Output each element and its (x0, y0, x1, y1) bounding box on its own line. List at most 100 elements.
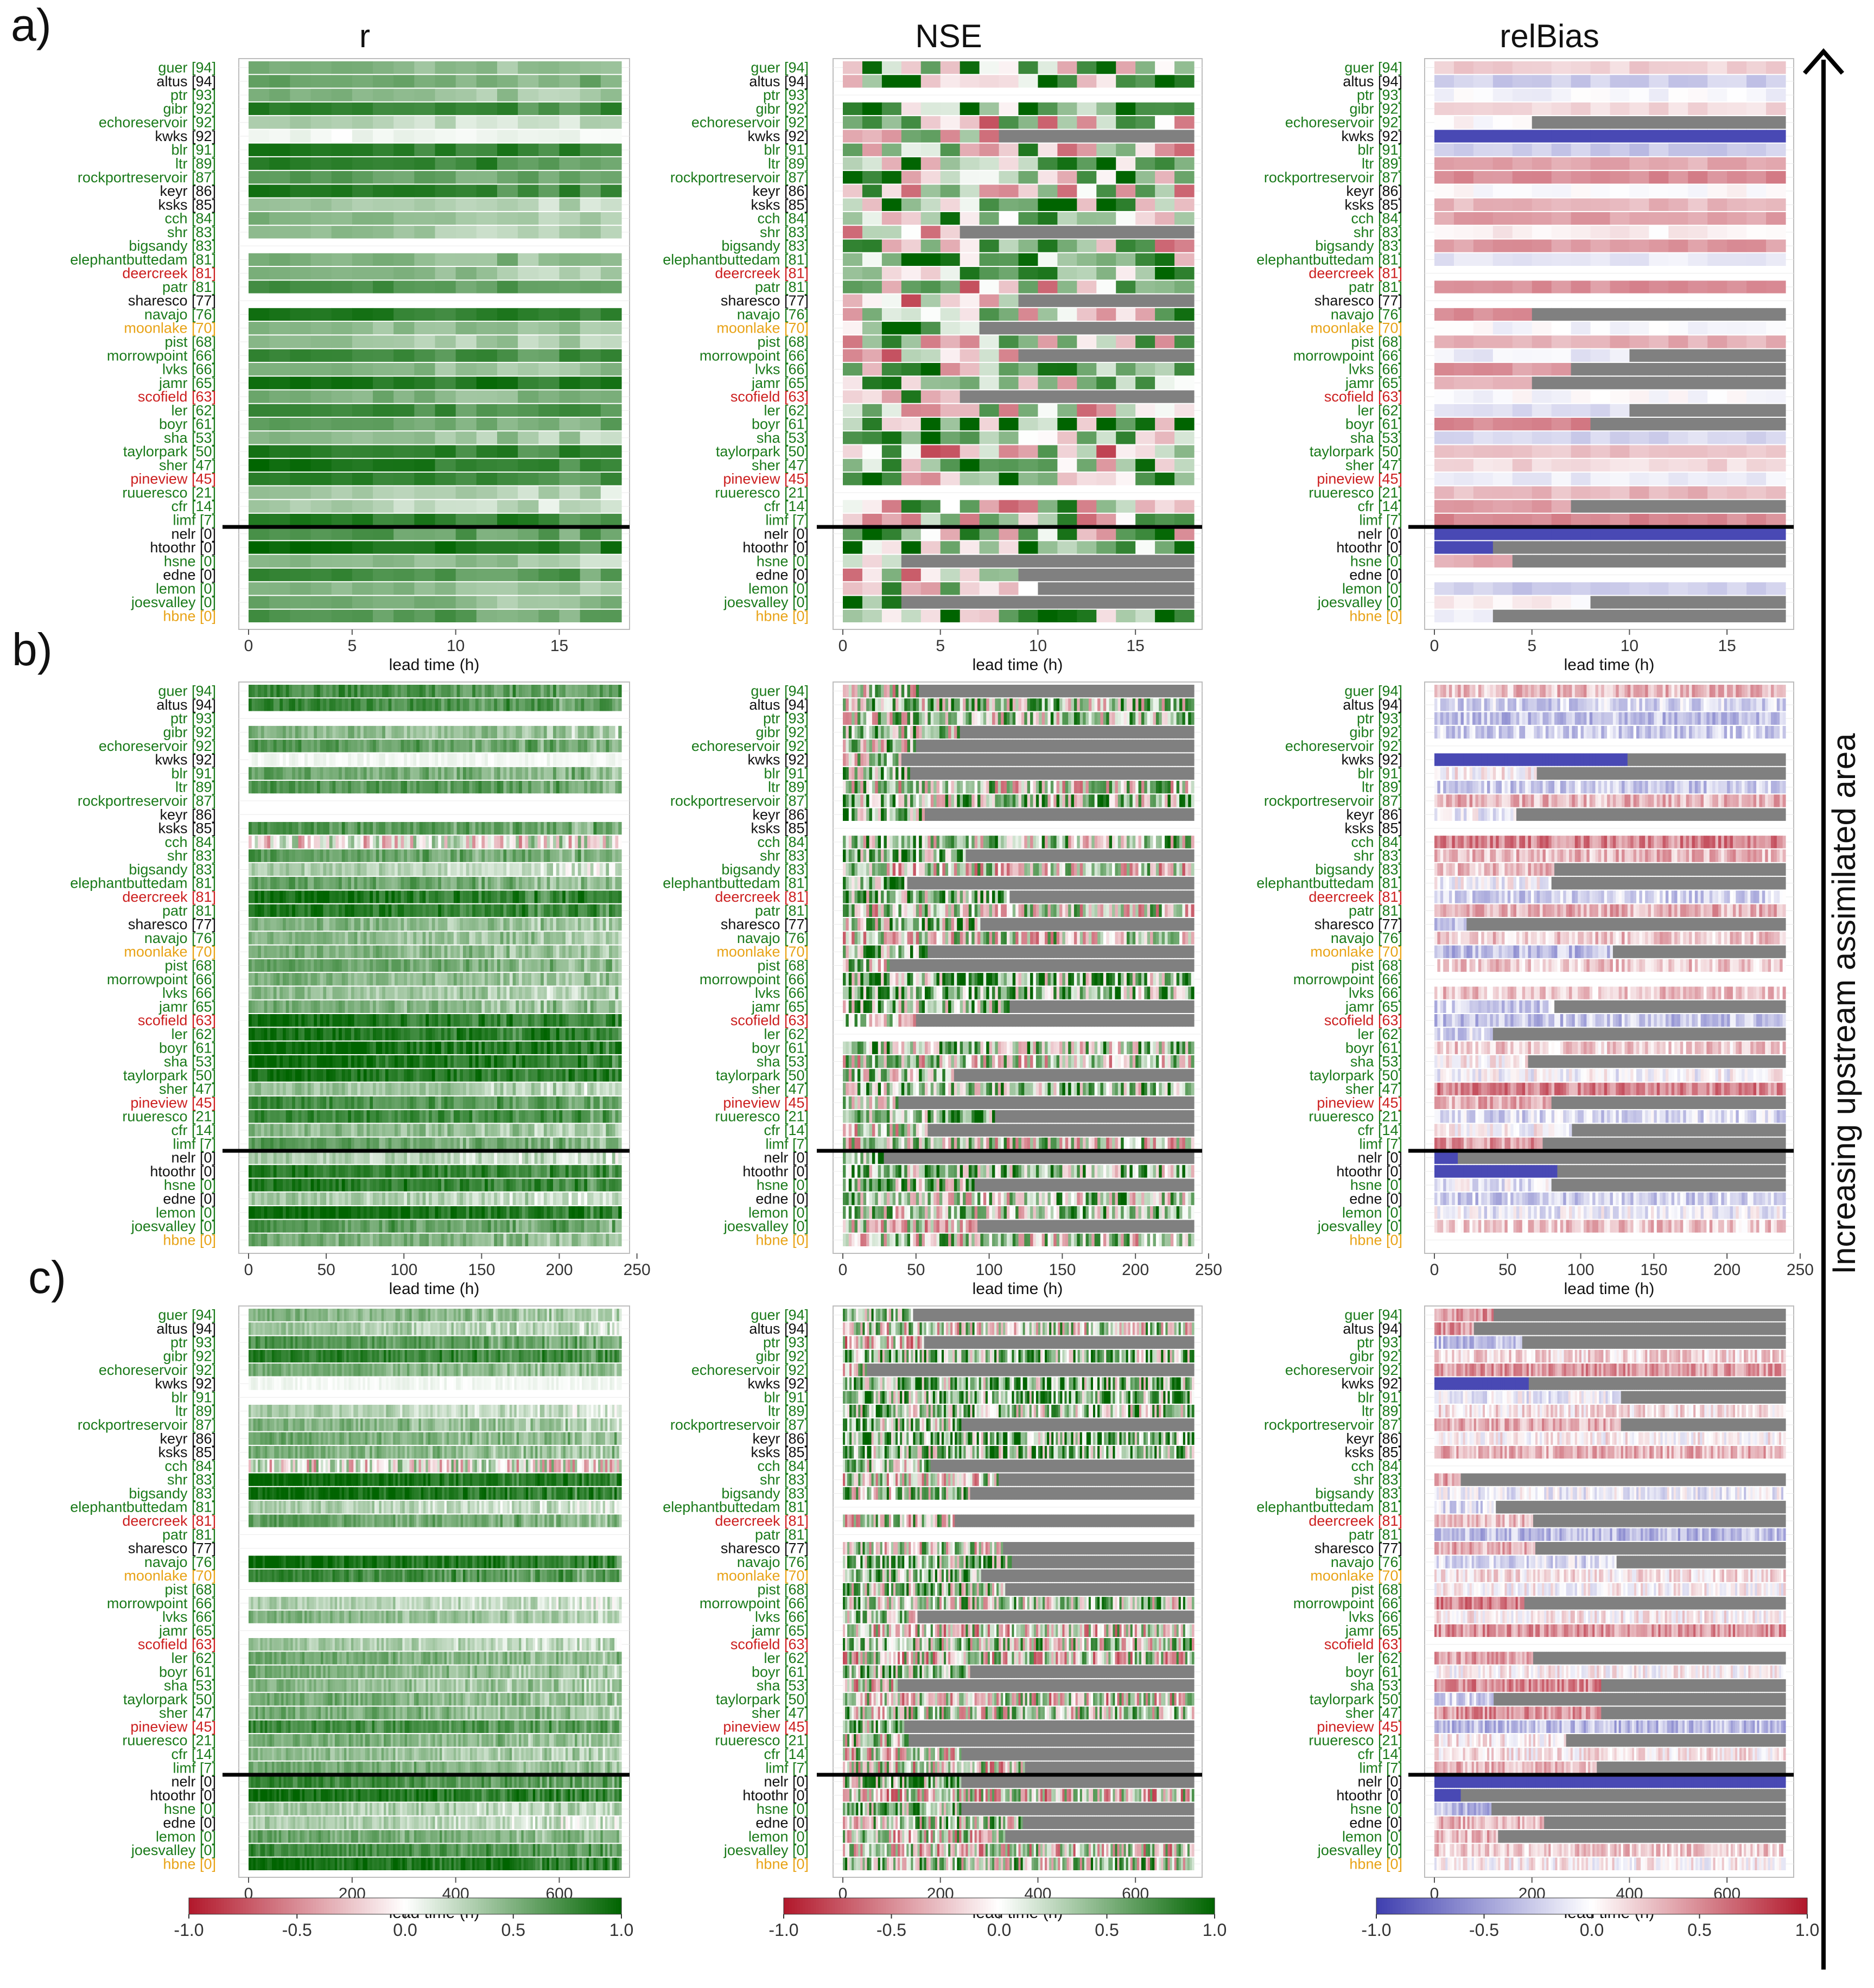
heatmap-cell (1532, 500, 1552, 513)
heatmap-cell (901, 322, 922, 334)
heatmap-cell (414, 184, 435, 197)
heatmap-cell (516, 822, 519, 834)
heatmap-cell (1727, 103, 1747, 115)
heatmap-cell (1135, 363, 1155, 375)
heatmap-cell (1513, 171, 1533, 183)
heatmap-cell (1668, 171, 1688, 183)
heatmap-cell (1174, 349, 1195, 362)
heatmap-cell (600, 740, 603, 752)
heatmap-cell (249, 404, 270, 417)
heatmap-cell (1707, 157, 1727, 170)
heatmap-cell (475, 753, 479, 766)
heatmap-cell (1493, 418, 1513, 430)
heatmap-cell (1019, 445, 1039, 458)
heatmap-cell (389, 836, 392, 848)
heatmap-cell (249, 610, 270, 622)
heatmap-cell (463, 890, 466, 903)
heatmap-cell (270, 890, 274, 903)
heatmap-row-jamr (843, 377, 1195, 389)
heatmap-cell (510, 863, 513, 876)
heatmap-cell (606, 685, 609, 697)
heatmap-cell (516, 932, 519, 944)
heatmap-cell (560, 253, 581, 266)
heatmap-cell (249, 596, 270, 608)
heatmap-cell (580, 322, 601, 334)
heatmap-cell (560, 596, 581, 608)
heatmap-cell (1473, 103, 1494, 115)
heatmap-cell (1057, 569, 1077, 581)
heatmap-cell (323, 740, 326, 752)
heatmap-cell (373, 946, 376, 958)
heatmap-cell (590, 890, 594, 903)
heatmap-cell (553, 726, 556, 738)
heatmap-cell (580, 281, 601, 293)
heatmap-cell (447, 767, 450, 780)
heatmap-cell (342, 932, 345, 944)
heatmap-cell (547, 918, 550, 931)
heatmap-cell (249, 89, 270, 101)
heatmap-cell (615, 781, 619, 793)
heatmap-cell (500, 863, 504, 876)
heatmap-cell (477, 308, 498, 321)
heatmap-cell (425, 767, 429, 780)
heatmap-cell (326, 863, 329, 876)
heatmap-cell (497, 335, 518, 348)
heatmap-cell (497, 281, 518, 293)
heatmap-cell (882, 349, 902, 362)
heatmap-cell (569, 767, 572, 780)
heatmap-cell (283, 685, 286, 697)
heatmap-cell (488, 863, 491, 876)
heatmap-cell (901, 212, 922, 225)
heatmap-cell (497, 75, 518, 87)
heatmap-cell (901, 390, 922, 403)
heatmap-cell (1019, 157, 1039, 170)
heatmap-cell (516, 698, 519, 711)
heatmap-cell (1135, 130, 1155, 142)
heatmap-cell (1571, 171, 1591, 183)
heatmap-cell (1532, 212, 1552, 225)
heatmap-cell (1746, 226, 1767, 238)
heatmap-cell (1019, 459, 1039, 471)
heatmap-cell (311, 157, 332, 170)
heatmap-cell (1135, 514, 1155, 526)
heatmap-cell (1532, 541, 1552, 553)
heatmap-cell (578, 767, 581, 780)
heatmap-cell (323, 918, 326, 931)
heatmap-cell (454, 685, 457, 697)
heatmap-cell (314, 850, 317, 862)
heatmap-cell (432, 946, 435, 958)
heatmap-cell (367, 836, 370, 848)
heatmap-cell (518, 184, 539, 197)
heatmap-cell (252, 753, 255, 766)
heatmap-cell (1057, 130, 1077, 142)
heatmap-cell (538, 157, 560, 170)
heatmap-cell (600, 946, 603, 958)
heatmap-cell (475, 918, 479, 931)
heatmap-cell (1707, 418, 1727, 430)
heatmap-cell (1629, 212, 1649, 225)
heatmap-cell (538, 404, 560, 417)
heatmap-cell (590, 877, 594, 889)
heatmap-cell (500, 918, 504, 931)
heatmap-cell (1668, 390, 1688, 403)
heatmap-cell (1552, 61, 1572, 74)
heatmap-cell (513, 959, 516, 972)
heatmap-cell (352, 212, 373, 225)
heatmap-cell (556, 932, 560, 944)
heatmap-cell (921, 184, 941, 197)
heatmap-cell (298, 822, 302, 834)
heatmap-cell (393, 500, 415, 513)
heatmap-cell (1688, 349, 1708, 362)
heatmap-cell (298, 850, 302, 862)
heatmap-cell (541, 740, 544, 752)
heatmap-cell (1513, 527, 1533, 540)
heatmap-cell (593, 946, 596, 958)
heatmap-cell (941, 75, 961, 87)
heatmap-cell (311, 267, 332, 279)
heatmap-cell (1727, 308, 1747, 321)
heatmap-cell (497, 610, 518, 622)
heatmap-cell (1135, 295, 1155, 307)
heatmap-cell (354, 822, 358, 834)
heatmap-row-kwks (249, 753, 622, 766)
heatmap-cell (901, 610, 922, 622)
